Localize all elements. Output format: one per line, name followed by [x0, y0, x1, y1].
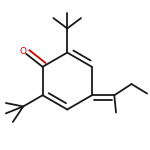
Text: O: O — [20, 47, 27, 56]
